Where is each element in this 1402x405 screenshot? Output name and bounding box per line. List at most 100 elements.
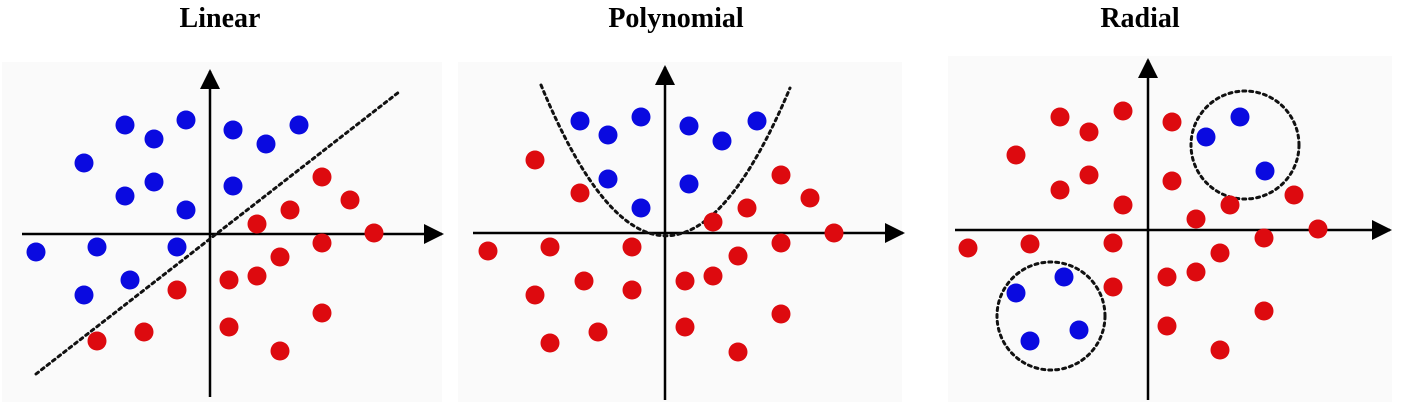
red-point-radial (1254, 301, 1274, 321)
red-point-polynomial (540, 333, 560, 353)
red-point-polynomial (478, 241, 498, 261)
red-point-polynomial (728, 342, 748, 362)
red-point-radial (1162, 112, 1182, 132)
red-point-radial (1113, 101, 1133, 121)
red-point-linear (134, 322, 154, 342)
red-point-polynomial (771, 304, 791, 324)
blue-point-linear (223, 176, 243, 196)
blue-point-linear (256, 134, 276, 154)
red-point-radial (1050, 107, 1070, 127)
red-point-radial (1020, 234, 1040, 254)
red-point-radial (1162, 171, 1182, 191)
blue-point-linear (115, 186, 135, 206)
red-point-polynomial (540, 237, 560, 257)
blue-point-linear (176, 200, 196, 220)
blue-point-radial (1255, 161, 1275, 181)
blue-point-linear (74, 285, 94, 305)
red-point-radial (1006, 145, 1026, 165)
red-point-linear (312, 303, 332, 323)
polynomial-decision-boundary (539, 83, 792, 238)
blue-point-polynomial (712, 131, 732, 151)
red-point-radial (1210, 340, 1230, 360)
red-point-linear (280, 200, 300, 220)
red-point-radial (1157, 267, 1177, 287)
blue-point-linear (176, 110, 196, 130)
red-point-polynomial (622, 237, 642, 257)
red-point-radial (1113, 195, 1133, 215)
blue-point-linear (115, 115, 135, 135)
red-point-polynomial (800, 188, 820, 208)
red-point-linear (167, 280, 187, 300)
red-point-linear (270, 341, 290, 361)
linear-decision-boundary (34, 90, 401, 376)
red-point-radial (1308, 219, 1328, 239)
blue-point-linear (120, 270, 140, 290)
red-point-radial (1284, 185, 1304, 205)
red-point-polynomial (588, 322, 608, 342)
red-point-radial (1157, 316, 1177, 336)
blue-point-linear (223, 120, 243, 140)
blue-point-polynomial (631, 198, 651, 218)
panel-title-polynomial: Polynomial (608, 3, 744, 34)
blue-point-radial (1054, 267, 1074, 287)
red-point-polynomial (703, 266, 723, 286)
red-point-polynomial (525, 285, 545, 305)
red-point-polynomial (737, 198, 757, 218)
data-points (26, 101, 1328, 362)
red-point-polynomial (824, 223, 844, 243)
red-point-linear (340, 190, 360, 210)
red-point-polynomial (574, 271, 594, 291)
red-point-polynomial (771, 165, 791, 185)
red-point-radial (1220, 195, 1240, 215)
blue-point-linear (87, 237, 107, 257)
blue-point-radial (1196, 127, 1216, 147)
red-point-radial (1103, 277, 1123, 297)
blue-point-polynomial (598, 125, 618, 145)
red-point-linear (364, 223, 384, 243)
blue-point-radial (1230, 107, 1250, 127)
red-point-polynomial (771, 233, 791, 253)
red-point-linear (312, 233, 332, 253)
red-point-radial (1210, 243, 1230, 263)
blue-point-linear (26, 242, 46, 262)
blue-point-linear (289, 115, 309, 135)
panel-title-radial: Radial (1100, 3, 1180, 34)
blue-point-polynomial (570, 111, 590, 131)
red-point-radial (1050, 180, 1070, 200)
blue-point-linear (167, 237, 187, 257)
panel-title-linear: Linear (179, 3, 261, 34)
red-point-polynomial (570, 183, 590, 203)
red-point-radial (1186, 262, 1206, 282)
red-point-polynomial (622, 280, 642, 300)
red-point-radial (1186, 209, 1206, 229)
red-point-radial (958, 238, 978, 258)
blue-point-polynomial (598, 169, 618, 189)
blue-point-radial (1069, 320, 1089, 340)
blue-point-linear (144, 172, 164, 192)
red-point-polynomial (703, 212, 723, 232)
red-point-linear (87, 331, 107, 351)
red-point-linear (312, 167, 332, 187)
red-point-linear (247, 266, 267, 286)
blue-point-linear (74, 153, 94, 173)
red-point-radial (1079, 165, 1099, 185)
radial-decision-boundary-lower (995, 260, 1107, 372)
red-point-polynomial (728, 246, 748, 266)
red-point-radial (1103, 233, 1123, 253)
blue-point-linear (144, 129, 164, 149)
red-point-polynomial (675, 271, 695, 291)
blue-point-polynomial (747, 111, 767, 131)
red-point-linear (219, 270, 239, 290)
blue-point-radial (1020, 331, 1040, 351)
blue-point-radial (1006, 283, 1026, 303)
red-point-linear (247, 214, 267, 234)
red-point-linear (270, 247, 290, 267)
red-point-polynomial (525, 150, 545, 170)
red-point-polynomial (675, 317, 695, 337)
red-point-radial (1079, 122, 1099, 142)
blue-point-polynomial (679, 174, 699, 194)
blue-point-polynomial (631, 107, 651, 127)
radial-decision-boundary-upper (1189, 89, 1301, 201)
red-point-radial (1254, 228, 1274, 248)
